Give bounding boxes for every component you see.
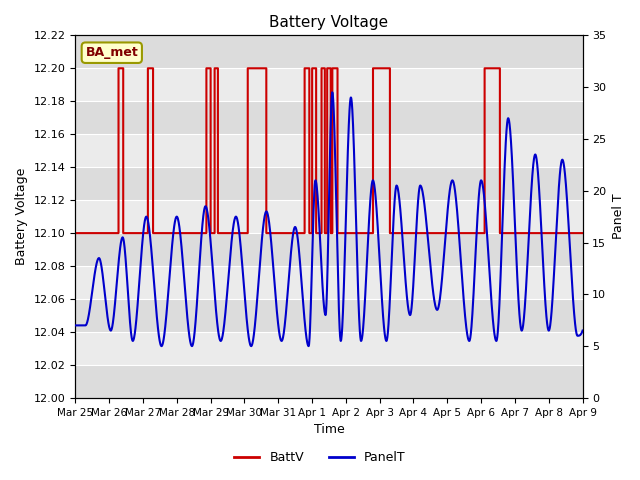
Bar (76, 200, 582, 233)
Bar (76, 167, 582, 200)
Bar (76, 299, 582, 332)
Text: BA_met: BA_met (85, 46, 138, 59)
Bar (76, 36, 582, 68)
Bar (76, 68, 582, 101)
Y-axis label: Panel T: Panel T (612, 194, 625, 240)
Y-axis label: Battery Voltage: Battery Voltage (15, 168, 28, 265)
Title: Battery Voltage: Battery Voltage (269, 15, 388, 30)
Bar (76, 101, 582, 134)
Bar (76, 365, 582, 398)
Bar (76, 134, 582, 167)
Bar (76, 266, 582, 299)
Legend: BattV, PanelT: BattV, PanelT (229, 446, 411, 469)
X-axis label: Time: Time (314, 423, 344, 436)
Bar (76, 332, 582, 365)
Bar (76, 233, 582, 266)
